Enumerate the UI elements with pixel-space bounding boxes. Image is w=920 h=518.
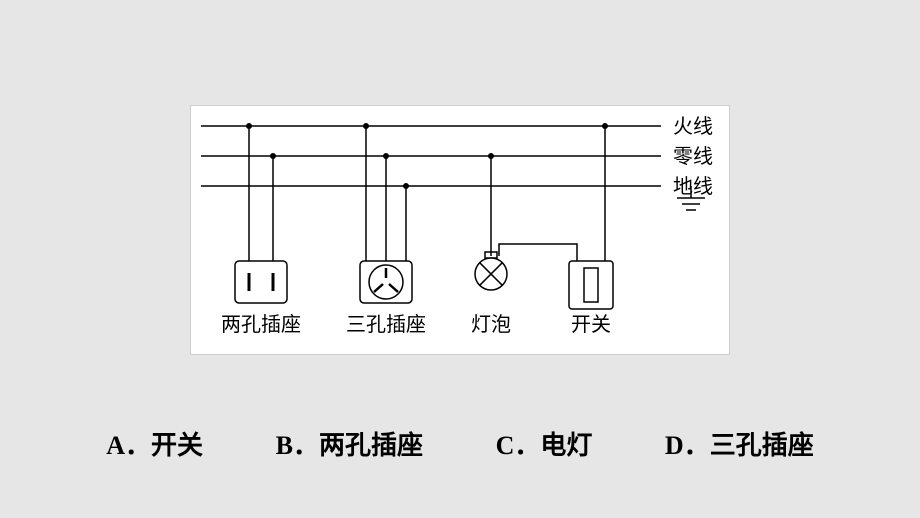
circuit-diagram: 火线零线地线两孔插座 三孔插座 灯泡 开关: [190, 105, 730, 355]
circuit-svg: 火线零线地线两孔插座 三孔插座 灯泡 开关: [191, 106, 731, 356]
option-a: A．开关: [106, 425, 203, 462]
svg-text:火线: 火线: [673, 115, 713, 138]
svg-text:两孔插座: 两孔插座: [221, 313, 301, 336]
svg-text:零线: 零线: [673, 145, 713, 168]
svg-text:三孔插座: 三孔插座: [346, 313, 426, 336]
answer-options: A．开关 B．两孔插座 C．电灯 D．三孔插座: [70, 425, 850, 462]
svg-text:灯泡: 灯泡: [471, 313, 511, 336]
svg-text:开关: 开关: [571, 313, 611, 336]
option-d: D．三孔插座: [665, 425, 814, 462]
svg-text:地线: 地线: [673, 175, 713, 198]
option-c: C．电灯: [496, 425, 593, 462]
option-b: B．两孔插座: [276, 425, 423, 462]
